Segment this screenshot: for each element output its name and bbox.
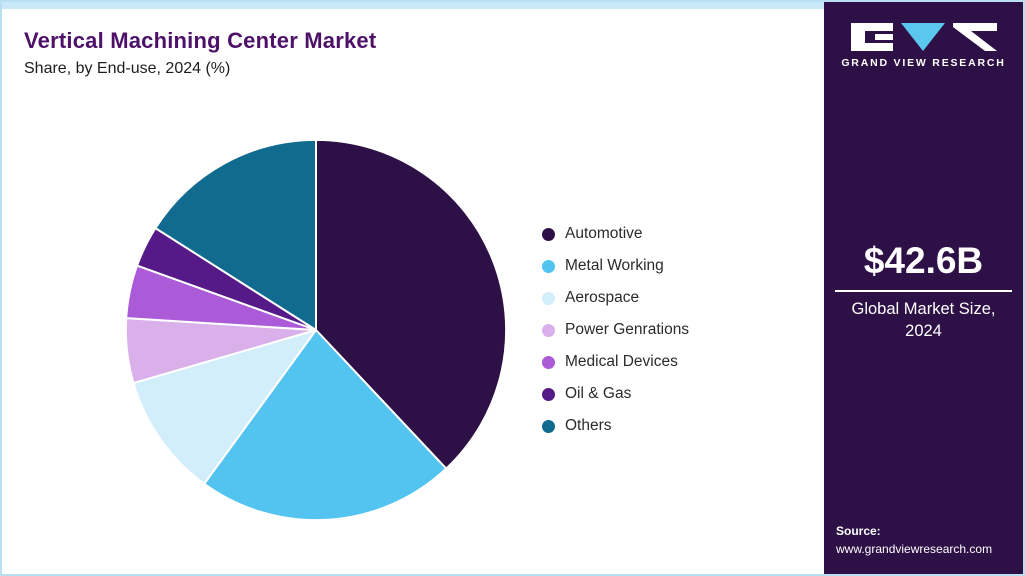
legend-swatch-medical-devices bbox=[542, 355, 555, 369]
sidebar: GRAND VIEW RESEARCH $42.6B Global Market… bbox=[824, 2, 1023, 574]
legend-swatch-metal-working bbox=[542, 259, 555, 273]
pie-chart-svg bbox=[124, 138, 508, 522]
legend-label: Others bbox=[565, 417, 612, 434]
legend-swatch-aerospace bbox=[542, 291, 555, 305]
legend-swatch-power-genrations bbox=[542, 323, 555, 337]
logo-icon bbox=[850, 23, 997, 51]
source-url: www.grandviewresearch.com bbox=[836, 541, 993, 556]
pie-slice-others bbox=[154, 138, 317, 331]
legend-swatch-others bbox=[542, 419, 555, 433]
chart-legend: Automotive Metal Working Aerospace Power Ge… bbox=[542, 224, 689, 448]
legend-item-oil-gas: Oil & Gas bbox=[542, 384, 689, 404]
legend-label: Metal Working bbox=[565, 257, 664, 274]
legend-label: Medical Devices bbox=[565, 353, 678, 370]
top-accent-bar bbox=[2, 2, 1023, 9]
pie-slice-metal-working bbox=[203, 329, 448, 522]
source-block: Source: www.grandviewresearch.com bbox=[836, 523, 992, 558]
legend-swatch-oil-gas bbox=[542, 387, 555, 401]
brand-name: GRAND VIEW RESEARCH bbox=[841, 57, 1006, 69]
page-subtitle: Share, by End-use, 2024 (%) bbox=[24, 60, 231, 77]
legend-label: Automotive bbox=[565, 225, 643, 242]
legend-item-power-genrations: Power Genrations bbox=[542, 320, 689, 340]
legend-label: Aerospace bbox=[565, 289, 640, 306]
grand-view-research-logo: GRAND VIEW RESEARCH bbox=[824, 22, 1023, 69]
page-title: Vertical Machining Center Market bbox=[24, 28, 377, 53]
pie-slice-automotive bbox=[315, 138, 508, 470]
legend-item-aerospace: Aerospace bbox=[542, 288, 689, 308]
legend-item-metal-working: Metal Working bbox=[542, 256, 689, 276]
legend-item-medical-devices: Medical Devices bbox=[542, 352, 689, 372]
pie-chart bbox=[120, 134, 512, 526]
pie-slice-aerospace bbox=[132, 329, 317, 485]
source-label: Source: bbox=[836, 524, 881, 539]
sidebar-divider bbox=[835, 290, 1012, 292]
legend-label: Oil & Gas bbox=[565, 385, 632, 402]
legend-swatch-automotive bbox=[542, 227, 555, 241]
legend-item-automotive: Automotive bbox=[542, 224, 689, 244]
legend-label: Power Genrations bbox=[565, 321, 690, 338]
market-size-value: $42.6B bbox=[863, 240, 984, 281]
market-size-caption: Global Market Size, 2024 bbox=[851, 300, 996, 341]
legend-item-others: Others bbox=[542, 416, 689, 436]
